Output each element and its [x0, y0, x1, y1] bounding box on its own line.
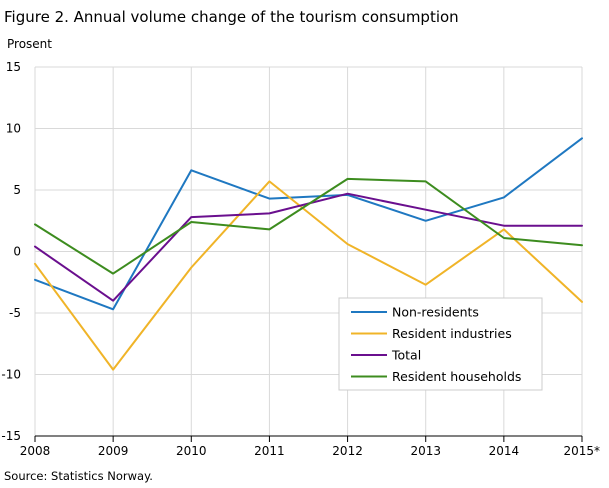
x-tick-labels: 2008 2009 2010 2011 2012 2013 2014 2015* — [20, 436, 600, 458]
x-tick-label: 2013 — [410, 444, 441, 458]
y-tick-label: 10 — [6, 122, 21, 136]
chart-title: Figure 2. Annual volume change of the to… — [4, 8, 459, 26]
y-tick-label: 15 — [6, 60, 21, 74]
series-line-non-residents — [34, 137, 583, 311]
y-tick-label: 5 — [13, 183, 21, 197]
legend-box — [338, 297, 543, 391]
legend-label: Total — [391, 348, 421, 363]
y-tick-labels: 15 10 5 0 -5 -10 -15 — [1, 60, 21, 443]
y-tick-label: -10 — [1, 368, 21, 382]
y-tick-label: 0 — [13, 245, 21, 259]
x-tick-label: 2008 — [20, 444, 51, 458]
series-line-resident-industries — [34, 180, 583, 371]
legend-label: Resident households — [392, 369, 521, 384]
source-note: Source: Statistics Norway. — [4, 469, 153, 483]
y-tick-label: -15 — [1, 429, 21, 443]
legend-label: Resident industries — [392, 326, 512, 341]
y-tick-label: -5 — [9, 306, 21, 320]
x-tick-label: 2012 — [332, 444, 363, 458]
x-tick-label: 2014 — [489, 444, 520, 458]
series-line-total — [34, 192, 583, 302]
y-axis-unit-label: Prosent — [7, 37, 52, 51]
x-tick-label: 2009 — [98, 444, 129, 458]
x-tick-label: 2011 — [254, 444, 285, 458]
legend-label: Non-residents — [392, 305, 479, 320]
series-line-resident-households — [34, 177, 583, 275]
x-tick-label: 2010 — [176, 444, 207, 458]
x-tick-label: 2015* — [563, 444, 600, 458]
series-lines — [34, 137, 583, 371]
legend: Non-residents Resident industries Total Res… — [338, 297, 543, 391]
